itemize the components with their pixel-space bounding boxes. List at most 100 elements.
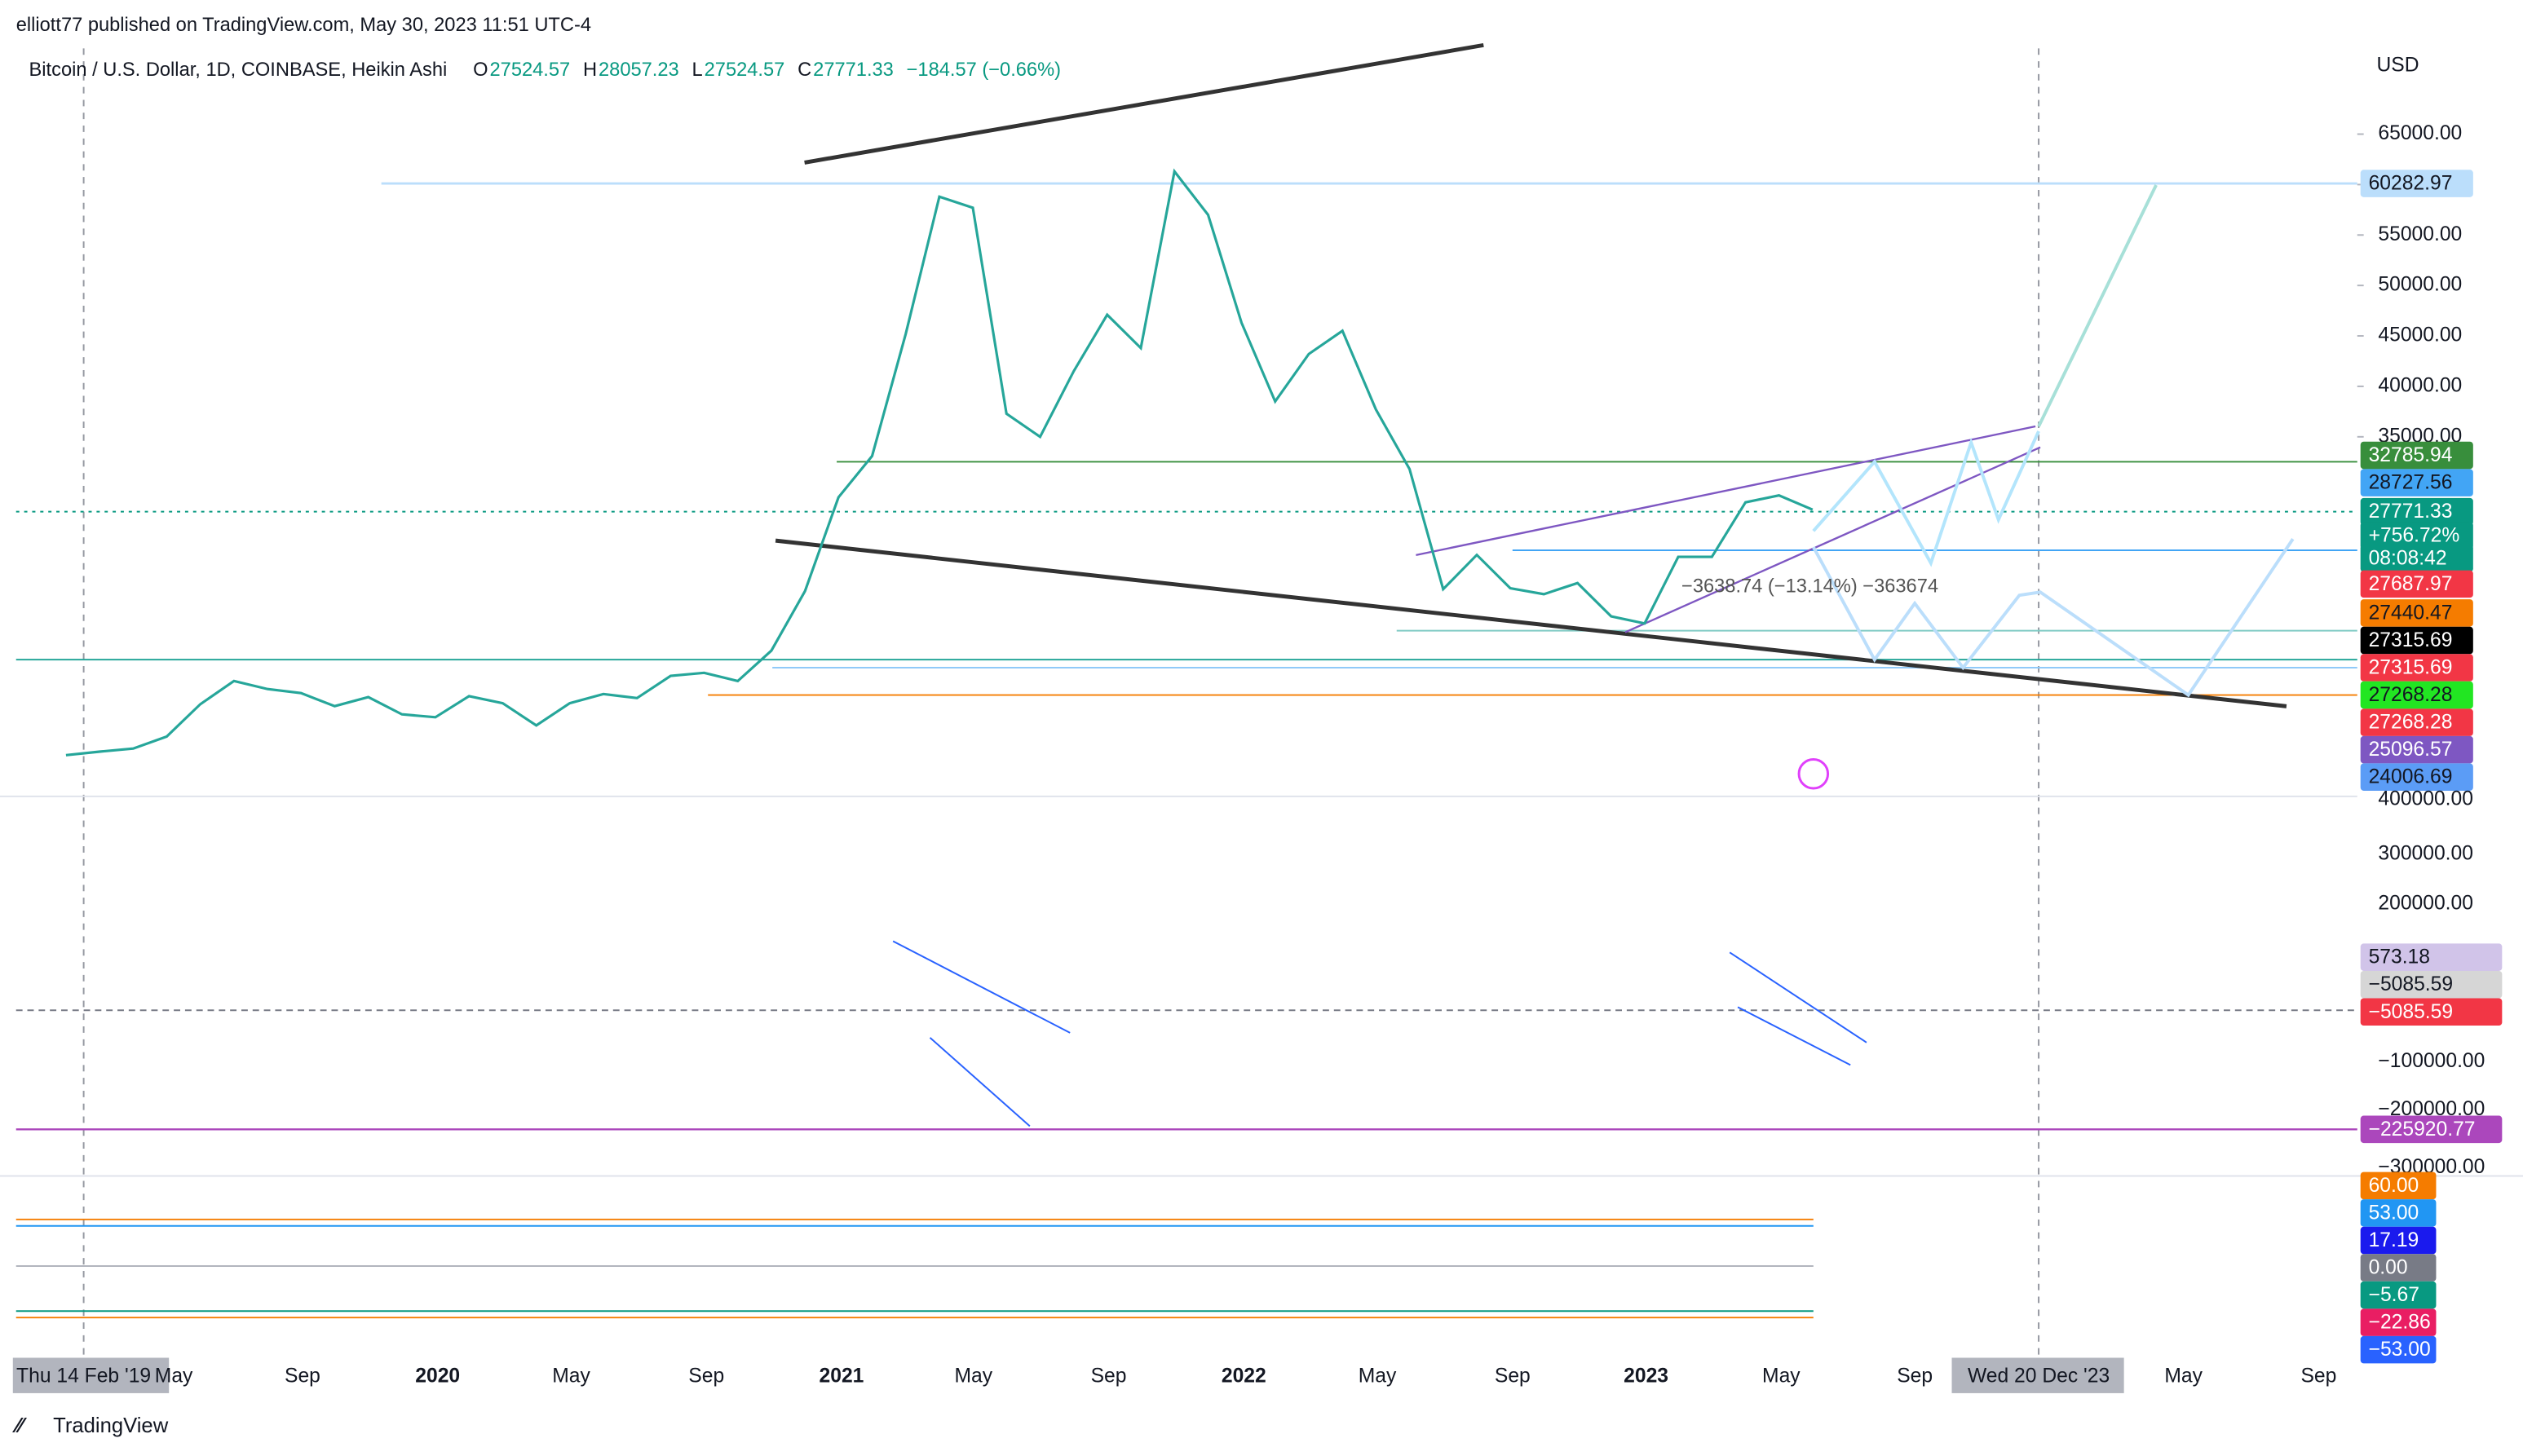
ohlc-value: 27524.57 [490, 60, 571, 81]
time-label: 2021 [820, 1366, 864, 1388]
price-badge-label: 27687.97 [2369, 573, 2453, 595]
price-badge [2360, 1171, 2437, 1200]
ohlc-value: 28057.23 [599, 60, 679, 81]
price-badge [2360, 522, 2473, 549]
y-tick-label: 50000.00 [2378, 274, 2462, 296]
price-badge-label: 60.00 [2369, 1175, 2419, 1197]
ohlc-value: 27771.33 [813, 60, 894, 81]
event-icon[interactable] [1797, 757, 1830, 790]
change: −184.57 (−0.66%) [907, 60, 1061, 81]
y-tick-label: 40000.00 [2378, 374, 2462, 396]
time-label: 2020 [415, 1366, 460, 1388]
currency: USD [2376, 55, 2419, 77]
price-badge-label: 17.19 [2369, 1229, 2419, 1251]
time-label: Sep [1495, 1366, 1531, 1388]
price-badge-label: 24006.69 [2369, 766, 2453, 788]
price-badge-label: 53.00 [2369, 1202, 2419, 1224]
published: elliott77 published on TradingView.com, … [16, 15, 591, 36]
osc-axis-label: 300000.00 [2378, 842, 2473, 864]
time-label: Wed 20 Dec '23 [1968, 1366, 2110, 1388]
price-badge-label: 27268.28 [2369, 684, 2453, 706]
price-badge [2360, 970, 2503, 999]
price-badge-label: 32785.94 [2369, 444, 2453, 466]
projection [2037, 184, 2158, 427]
y-tick-label: 45000.00 [2378, 324, 2462, 346]
price-badge [2360, 735, 2473, 764]
price-badge [2360, 1254, 2437, 1282]
price-badge-label: 27315.69 [2369, 629, 2453, 651]
ohlc-label: L [692, 60, 702, 81]
trend-line [1737, 1006, 1851, 1066]
time-label: 2023 [1624, 1366, 1668, 1388]
price-badge-label: −5085.59 [2369, 973, 2454, 995]
time-label: May [2164, 1366, 2203, 1388]
price-badge [2360, 998, 2503, 1026]
price-badge [2360, 1308, 2437, 1336]
price-badge-label: +756.72% [2369, 525, 2460, 547]
time-label: Sep [688, 1366, 724, 1388]
price-badge [2360, 654, 2473, 682]
time-label: Thu 14 Feb '19 [16, 1366, 151, 1388]
price-badge-label: 28727.56 [2369, 472, 2453, 494]
price-badge [2360, 626, 2473, 655]
ohlc-value: 27524.57 [705, 60, 785, 81]
price-badge-label: −5.67 [2369, 1284, 2419, 1306]
time-label: Sep [1091, 1366, 1127, 1388]
price-badge-label: 27440.47 [2369, 602, 2453, 624]
price-badge [2360, 497, 2473, 526]
price-badge-label: 25096.57 [2369, 739, 2453, 761]
time-label: May [155, 1366, 193, 1388]
ohlc-label: H [583, 60, 597, 81]
drawings [0, 42, 2523, 1393]
price-badge [2360, 545, 2473, 572]
y-tick-label: 65000.00 [2378, 122, 2462, 144]
symbol: Bitcoin / U.S. Dollar, 1D, COINBASE, Hei… [29, 60, 448, 81]
price-badge-label: −22.86 [2369, 1312, 2431, 1334]
time-label: May [1762, 1366, 1801, 1388]
price-badge [2360, 170, 2473, 197]
price-badge [2360, 763, 2473, 791]
price-badge [2360, 1281, 2437, 1309]
price-badge-label: 60282.97 [2369, 173, 2453, 195]
price-badge [2360, 1115, 2503, 1144]
price-badge [2360, 1335, 2437, 1364]
price-badge [2360, 570, 2473, 598]
price-badge [2360, 441, 2473, 470]
price-badge-label: −5085.59 [2369, 1001, 2454, 1023]
ohlc-label: O [473, 60, 488, 81]
price-badge [2360, 599, 2473, 627]
price-badge-label: 0.00 [2369, 1257, 2408, 1279]
time-label: Sep [2300, 1366, 2336, 1388]
ohlc-label: C [798, 60, 811, 81]
trend-line [1624, 446, 2041, 633]
time-label: Sep [1897, 1366, 1933, 1388]
measure-annotation: −3638.74 (−13.14%) −363674 [1681, 576, 1938, 598]
price-badge-label: 573.18 [2369, 946, 2430, 968]
time-label: May [954, 1366, 992, 1388]
price-badge-label: 08:08:42 [2369, 547, 2447, 569]
price-badge [2360, 1199, 2437, 1227]
price-badge [2360, 469, 2473, 496]
price-badge-label: −225920.77 [2369, 1118, 2476, 1141]
date-badge [1951, 1357, 2124, 1393]
osc-axis-label: 200000.00 [2378, 893, 2473, 915]
price-badge-label: 27268.28 [2369, 712, 2453, 734]
price-badge [2360, 681, 2473, 709]
trend-line [804, 42, 1484, 165]
trend-line [892, 940, 1071, 1034]
osc-axis-label: −100000.00 [2378, 1050, 2485, 1072]
time-label: May [552, 1366, 590, 1388]
price-badge-label: −53.00 [2369, 1339, 2431, 1361]
time-label: May [1359, 1366, 1397, 1388]
footer: TradingView [53, 1414, 169, 1437]
projection [1812, 430, 2040, 567]
trend-line [1729, 951, 1867, 1043]
price-badge [2360, 1226, 2437, 1255]
price-badge-label: 27771.33 [2369, 501, 2453, 523]
price-badge-label: 27315.69 [2369, 657, 2453, 679]
price-line [65, 168, 1814, 757]
time-label: Sep [285, 1366, 320, 1388]
price-badge [2360, 708, 2473, 736]
trend-line [929, 1037, 1031, 1127]
